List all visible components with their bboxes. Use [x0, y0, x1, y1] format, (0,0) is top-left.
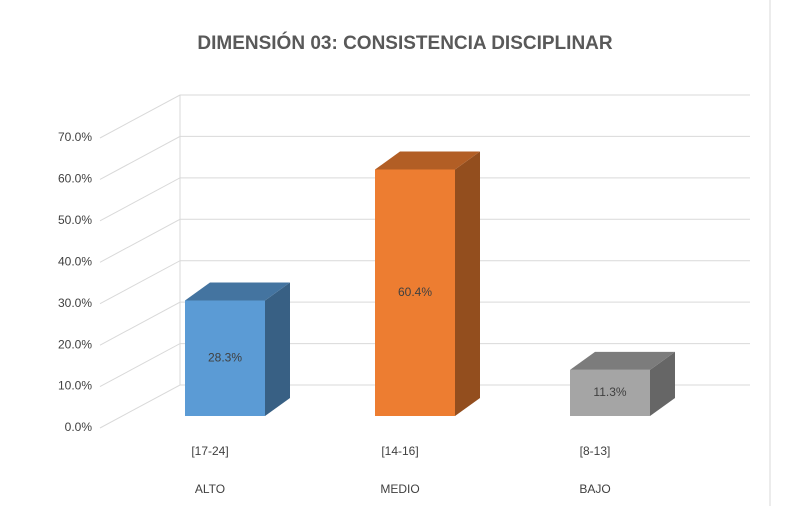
value-label: 28.3%: [208, 350, 242, 364]
bar: [375, 151, 480, 417]
value-label: 11.3%: [593, 385, 626, 399]
x-tick-label: [8-13]: [580, 444, 611, 458]
chart-title: DIMENSIÓN 03: CONSISTENCIA DISCIPLINAR: [197, 32, 613, 54]
x-tick-label: [17-24]: [191, 444, 228, 458]
y-tick-label: 40.0%: [58, 254, 92, 268]
bar-side: [265, 282, 290, 416]
x-level-label: ALTO: [195, 482, 225, 496]
bar-top: [570, 351, 675, 370]
value-label: 60.4%: [398, 285, 432, 299]
bar-top: [375, 151, 480, 170]
y-tick-label: 30.0%: [58, 296, 92, 310]
bar-front: [570, 369, 650, 416]
y-tick-label: 0.0%: [65, 420, 93, 434]
bar-side: [455, 151, 480, 417]
y-tick-label: 20.0%: [58, 337, 92, 351]
bar-side: [650, 351, 675, 416]
y-tick-label: 50.0%: [58, 213, 92, 227]
bar-front: [375, 169, 455, 416]
bar: [570, 351, 675, 416]
bar-front: [185, 300, 265, 416]
bar-top: [185, 282, 290, 301]
y-tick-label: 60.0%: [58, 172, 92, 186]
x-tick-label: [14-16]: [381, 444, 418, 458]
x-level-label: MEDIO: [380, 482, 419, 496]
x-level-label: BAJO: [579, 482, 610, 496]
y-tick-label: 70.0%: [58, 130, 92, 144]
bar: [185, 282, 290, 416]
y-tick-label: 10.0%: [58, 379, 92, 393]
